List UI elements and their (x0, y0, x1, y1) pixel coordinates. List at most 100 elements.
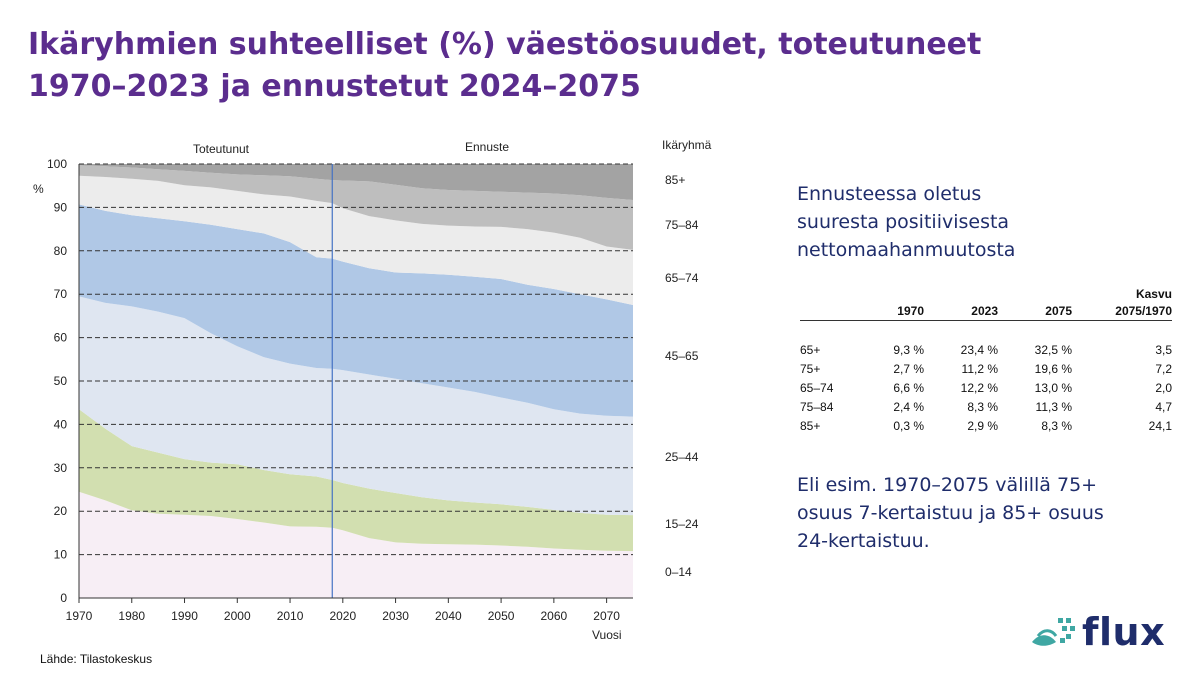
cell-2075: 19,6 % (1034, 362, 1072, 376)
conclusion-line-2: osuus 7-kertaistuu ja 85+ osuus (797, 502, 1104, 524)
growth-table: 1970 2023 2075 Kasvu 2075/1970 65+ 9,3 %… (800, 284, 1172, 436)
header-growth-line-2: 2075/1970 (1115, 304, 1172, 318)
flux-logo-word: flux (1082, 610, 1166, 654)
x-tick-label: 2010 (277, 609, 304, 623)
series-label-85+: 85+ (665, 173, 685, 187)
conclusion-text: Eli esim. 1970–2075 välillä 75+ osuus 7-… (797, 471, 1157, 555)
y-axis-label: % (33, 182, 44, 196)
table-row: 75–84 2,4 % 8,3 % 11,3 % 4,7 (800, 398, 1172, 417)
x-tick-label: 2050 (488, 609, 515, 623)
forecast-note: Ennusteessa oletus suuresta positiivises… (797, 180, 1127, 264)
note-line-2: suuresta positiivisesta (797, 211, 1010, 233)
x-tick-label: 2020 (329, 609, 356, 623)
x-tick-label: 2030 (382, 609, 409, 623)
conclusion-line-1: Eli esim. 1970–2075 välillä 75+ (797, 474, 1098, 496)
series-label-75–84: 75–84 (665, 218, 699, 232)
period-label-observed: Toteutunut (193, 142, 250, 156)
cell-2075: 32,5 % (1034, 343, 1072, 357)
cell-2023: 2,9 % (967, 419, 998, 433)
area-series-85+ (79, 164, 633, 200)
x-tick-label: 2000 (224, 609, 251, 623)
x-tick-label: 2060 (541, 609, 568, 623)
cell-group: 75–84 (800, 400, 834, 414)
title-line-1: Ikäryhmien suhteelliset (%) väestöosuude… (28, 27, 982, 62)
y-tick-label: 70 (54, 287, 68, 301)
cell-1970: 6,6 % (893, 381, 924, 395)
legend-title: Ikäryhmä (662, 138, 712, 152)
area-series-65–74 (79, 175, 633, 305)
cell-1970: 2,4 % (893, 400, 924, 414)
series-label-0–14: 0–14 (665, 565, 692, 579)
table-row: 65–74 6,6 % 12,2 % 13,0 % 2,0 (800, 379, 1172, 398)
table-body: 65+ 9,3 % 23,4 % 32,5 % 3,5 75+ 2,7 % 11… (800, 341, 1172, 436)
series-label-15–24: 15–24 (665, 517, 699, 531)
area-series-25–44 (79, 296, 633, 516)
x-tick-label: 1990 (171, 609, 198, 623)
header-1970: 1970 (897, 304, 924, 318)
y-tick-label: 10 (54, 548, 68, 562)
x-tick-label: 2040 (435, 609, 462, 623)
cell-2023: 11,2 % (961, 362, 998, 376)
table-row: 65+ 9,3 % 23,4 % 32,5 % 3,5 (800, 341, 1172, 360)
cell-2075: 8,3 % (1041, 419, 1072, 433)
series-label-45–65: 45–65 (665, 349, 699, 363)
cell-group: 75+ (800, 362, 821, 376)
cell-1970: 2,7 % (893, 362, 924, 376)
x-tick-label: 2070 (593, 609, 620, 623)
cell-1970: 9,3 % (893, 343, 924, 357)
chart-areas (79, 164, 633, 598)
table-row: 75+ 2,7 % 11,2 % 19,6 % 7,2 (800, 360, 1172, 379)
cell-2023: 8,3 % (967, 400, 998, 414)
area-series-0–14 (79, 491, 633, 598)
y-tick-label: 80 (54, 244, 68, 258)
note-line-1: Ennusteessa oletus (797, 183, 982, 205)
chart-grid (79, 163, 633, 556)
cell-1970: 0,3 % (893, 419, 924, 433)
y-tick-label: 20 (54, 504, 68, 518)
y-tick-label: 0 (60, 591, 67, 605)
cell-2075: 11,3 % (1035, 400, 1072, 414)
flux-logo: flux (1030, 610, 1165, 654)
cell-group: 65–74 (800, 381, 834, 395)
y-tick-label: 50 (54, 374, 68, 388)
cell-growth: 4,7 (1155, 400, 1172, 414)
area-series-45–65 (79, 204, 633, 417)
cell-2023: 12,2 % (960, 381, 998, 395)
cell-growth: 7,2 (1155, 362, 1172, 376)
cell-growth: 3,5 (1155, 343, 1172, 357)
x-axis-label: Vuosi (592, 628, 622, 642)
table-row: 85+ 0,3 % 2,9 % 8,3 % 24,1 (800, 417, 1172, 436)
cell-growth: 2,0 (1155, 381, 1172, 395)
cell-2023: 23,4 % (960, 343, 998, 357)
slide-title: Ikäryhmien suhteelliset (%) väestöosuude… (28, 24, 1168, 108)
area-series-15–24 (79, 409, 633, 552)
y-tick-label: 30 (54, 461, 68, 475)
x-tick-label: 1980 (118, 609, 145, 623)
period-label-forecast: Ennuste (465, 140, 509, 154)
x-ticks: 1970 1980 1990 2000 2010 2020 2030 2040 2050 2060… (66, 598, 620, 623)
conclusion-line-3: 24-kertaistuu. (797, 530, 930, 552)
y-tick-label: 60 (54, 331, 68, 345)
y-tick-label: 100 (47, 157, 67, 171)
y-ticks: 0 10 20 30 40 50 60 70 80 90 100 (47, 157, 67, 605)
series-label-25–44: 25–44 (665, 450, 699, 464)
y-tick-label: 90 (54, 200, 68, 214)
table-header: 1970 2023 2075 Kasvu 2075/1970 (800, 284, 1172, 321)
y-tick-label: 40 (54, 417, 68, 431)
header-2075: 2075 (1045, 304, 1072, 318)
title-line-2: 1970–2023 ja ennustetut 2024–2075 (28, 69, 641, 104)
x-tick-label: 1970 (66, 609, 93, 623)
cell-group: 85+ (800, 419, 821, 433)
series-label-65–74: 65–74 (665, 271, 699, 285)
flux-logo-mark-icon (1032, 618, 1075, 646)
cell-group: 65+ (800, 343, 821, 357)
series-labels: 0–14 15–24 25–44 45–65 65–74 75–84 85+ (665, 173, 699, 579)
cell-2075: 13,0 % (1034, 381, 1072, 395)
source-note: Lähde: Tilastokeskus (40, 652, 153, 666)
header-growth: Kasvu 2075/1970 (1072, 286, 1172, 320)
header-2023: 2023 (971, 304, 998, 318)
note-line-3: nettomaahanmuutosta (797, 239, 1016, 261)
cell-growth: 24,1 (1148, 419, 1172, 433)
header-growth-line-1: Kasvu (1135, 287, 1172, 301)
